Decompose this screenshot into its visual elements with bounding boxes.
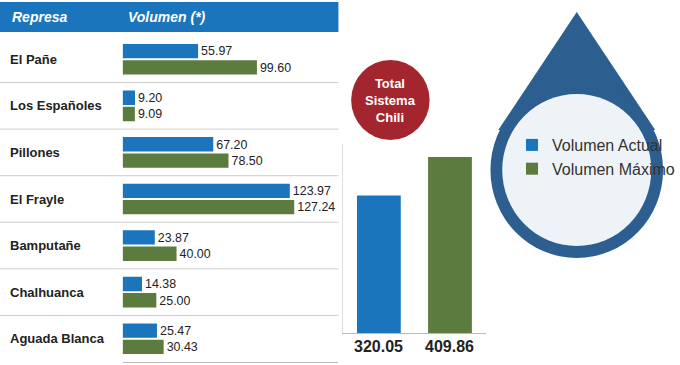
svg-text:123.97: 123.97 xyxy=(293,184,331,198)
svg-text:Pillones: Pillones xyxy=(10,145,60,160)
svg-text:14.38: 14.38 xyxy=(145,277,176,291)
svg-text:TotalSistemaChili: TotalSistemaChili xyxy=(365,76,416,125)
svg-text:Volumen (*): Volumen (*) xyxy=(128,9,206,25)
svg-text:9.20: 9.20 xyxy=(138,91,162,105)
svg-text:El Pañe: El Pañe xyxy=(10,52,57,67)
svg-text:99.60: 99.60 xyxy=(260,61,291,75)
svg-text:55.97: 55.97 xyxy=(201,44,232,58)
svg-text:25.47: 25.47 xyxy=(160,324,191,338)
svg-text:25.00: 25.00 xyxy=(159,294,190,308)
svg-text:78.50: 78.50 xyxy=(232,154,263,168)
svg-text:Bamputañe: Bamputañe xyxy=(10,238,81,253)
svg-text:67.20: 67.20 xyxy=(216,138,247,152)
svg-text:Volumen Actual: Volumen Actual xyxy=(552,137,662,154)
svg-text:Represa: Represa xyxy=(12,9,67,25)
svg-text:409.86: 409.86 xyxy=(425,338,474,355)
svg-text:9.09: 9.09 xyxy=(138,107,162,121)
svg-text:Los Españoles: Los Españoles xyxy=(10,98,102,113)
svg-text:320.05: 320.05 xyxy=(354,338,403,355)
svg-text:Chalhuanca: Chalhuanca xyxy=(10,285,84,300)
svg-text:Aguada Blanca: Aguada Blanca xyxy=(10,331,105,346)
svg-text:Volumen Máximo: Volumen Máximo xyxy=(552,161,675,178)
svg-text:30.43: 30.43 xyxy=(167,340,198,354)
svg-text:23.87: 23.87 xyxy=(158,231,189,245)
svg-text:127.24: 127.24 xyxy=(297,200,335,214)
svg-text:40.00: 40.00 xyxy=(180,247,211,261)
svg-text:El Frayle: El Frayle xyxy=(10,192,64,207)
